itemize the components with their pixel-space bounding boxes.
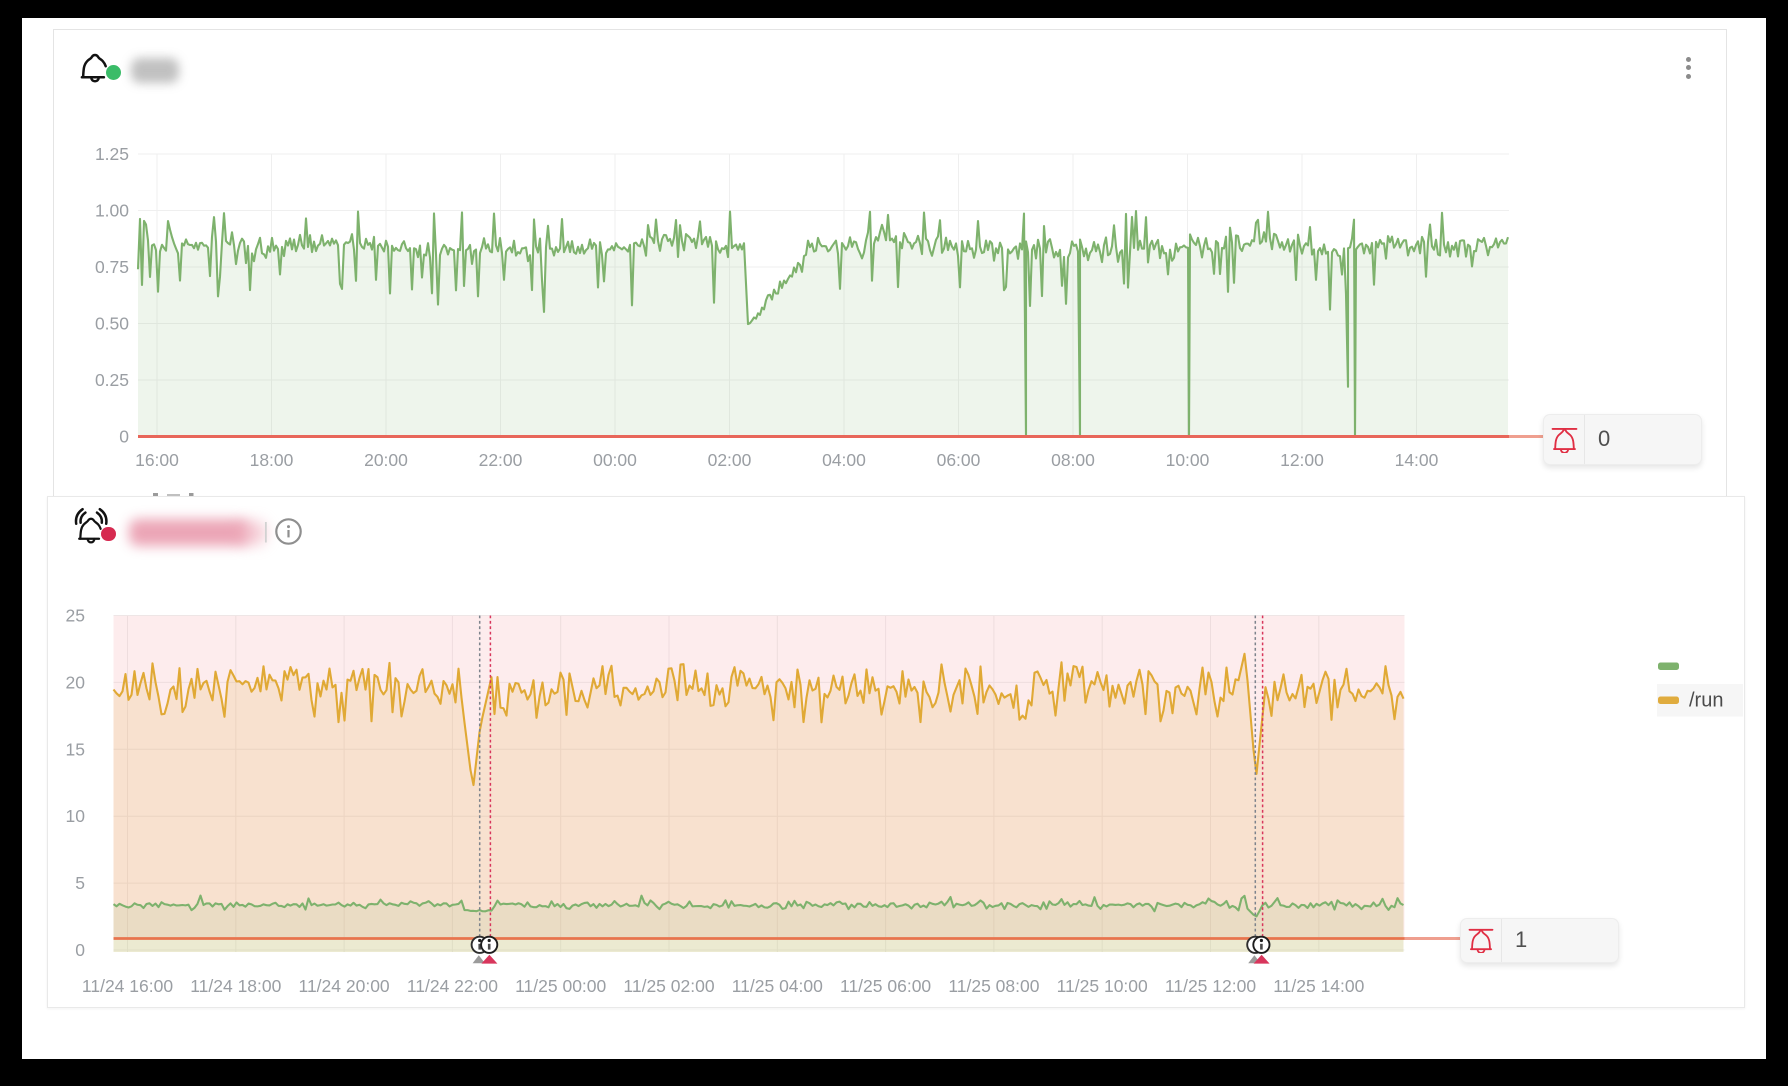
svg-text:00:00: 00:00	[593, 450, 637, 470]
svg-text:0.25: 0.25	[95, 370, 129, 390]
svg-text:0: 0	[75, 940, 85, 960]
svg-text:1.25: 1.25	[95, 144, 129, 164]
svg-text:08:00: 08:00	[1051, 450, 1095, 470]
svg-text:11/24 18:00: 11/24 18:00	[190, 976, 281, 996]
svg-text:0.75: 0.75	[95, 257, 129, 277]
svg-text:20: 20	[66, 672, 86, 692]
svg-text:18:00: 18:00	[250, 450, 294, 470]
svg-text:06:00: 06:00	[937, 450, 981, 470]
svg-text:0: 0	[119, 427, 129, 447]
svg-text:15: 15	[66, 739, 85, 759]
svg-text:11/25 14:00: 11/25 14:00	[1273, 976, 1364, 996]
svg-text:11/25 00:00: 11/25 00:00	[515, 976, 606, 996]
svg-text:22:00: 22:00	[479, 450, 523, 470]
svg-text:02:00: 02:00	[708, 450, 752, 470]
svg-text:11/24 20:00: 11/24 20:00	[299, 976, 390, 996]
svg-text:16:00: 16:00	[135, 450, 179, 470]
svg-text:5: 5	[75, 873, 85, 893]
svg-text:10:00: 10:00	[1166, 450, 1210, 470]
svg-text:25: 25	[66, 606, 85, 626]
svg-text:11/25 04:00: 11/25 04:00	[732, 976, 823, 996]
svg-text:11/25 06:00: 11/25 06:00	[840, 976, 931, 996]
svg-text:04:00: 04:00	[822, 450, 866, 470]
svg-text:14:00: 14:00	[1395, 450, 1439, 470]
svg-text:20:00: 20:00	[364, 450, 408, 470]
svg-text:0.50: 0.50	[95, 314, 129, 334]
svg-text:11/25 02:00: 11/25 02:00	[623, 976, 714, 996]
svg-text:11/25 08:00: 11/25 08:00	[948, 976, 1039, 996]
svg-text:11/25 10:00: 11/25 10:00	[1057, 976, 1148, 996]
svg-text:11/24 22:00: 11/24 22:00	[407, 976, 498, 996]
svg-text:12:00: 12:00	[1280, 450, 1324, 470]
svg-text:1.00: 1.00	[95, 201, 129, 221]
svg-text:11/25 12:00: 11/25 12:00	[1165, 976, 1256, 996]
svg-text:11/24 16:00: 11/24 16:00	[82, 976, 173, 996]
svg-text:/run: /run	[1689, 690, 1723, 712]
svg-text:10: 10	[66, 806, 86, 826]
